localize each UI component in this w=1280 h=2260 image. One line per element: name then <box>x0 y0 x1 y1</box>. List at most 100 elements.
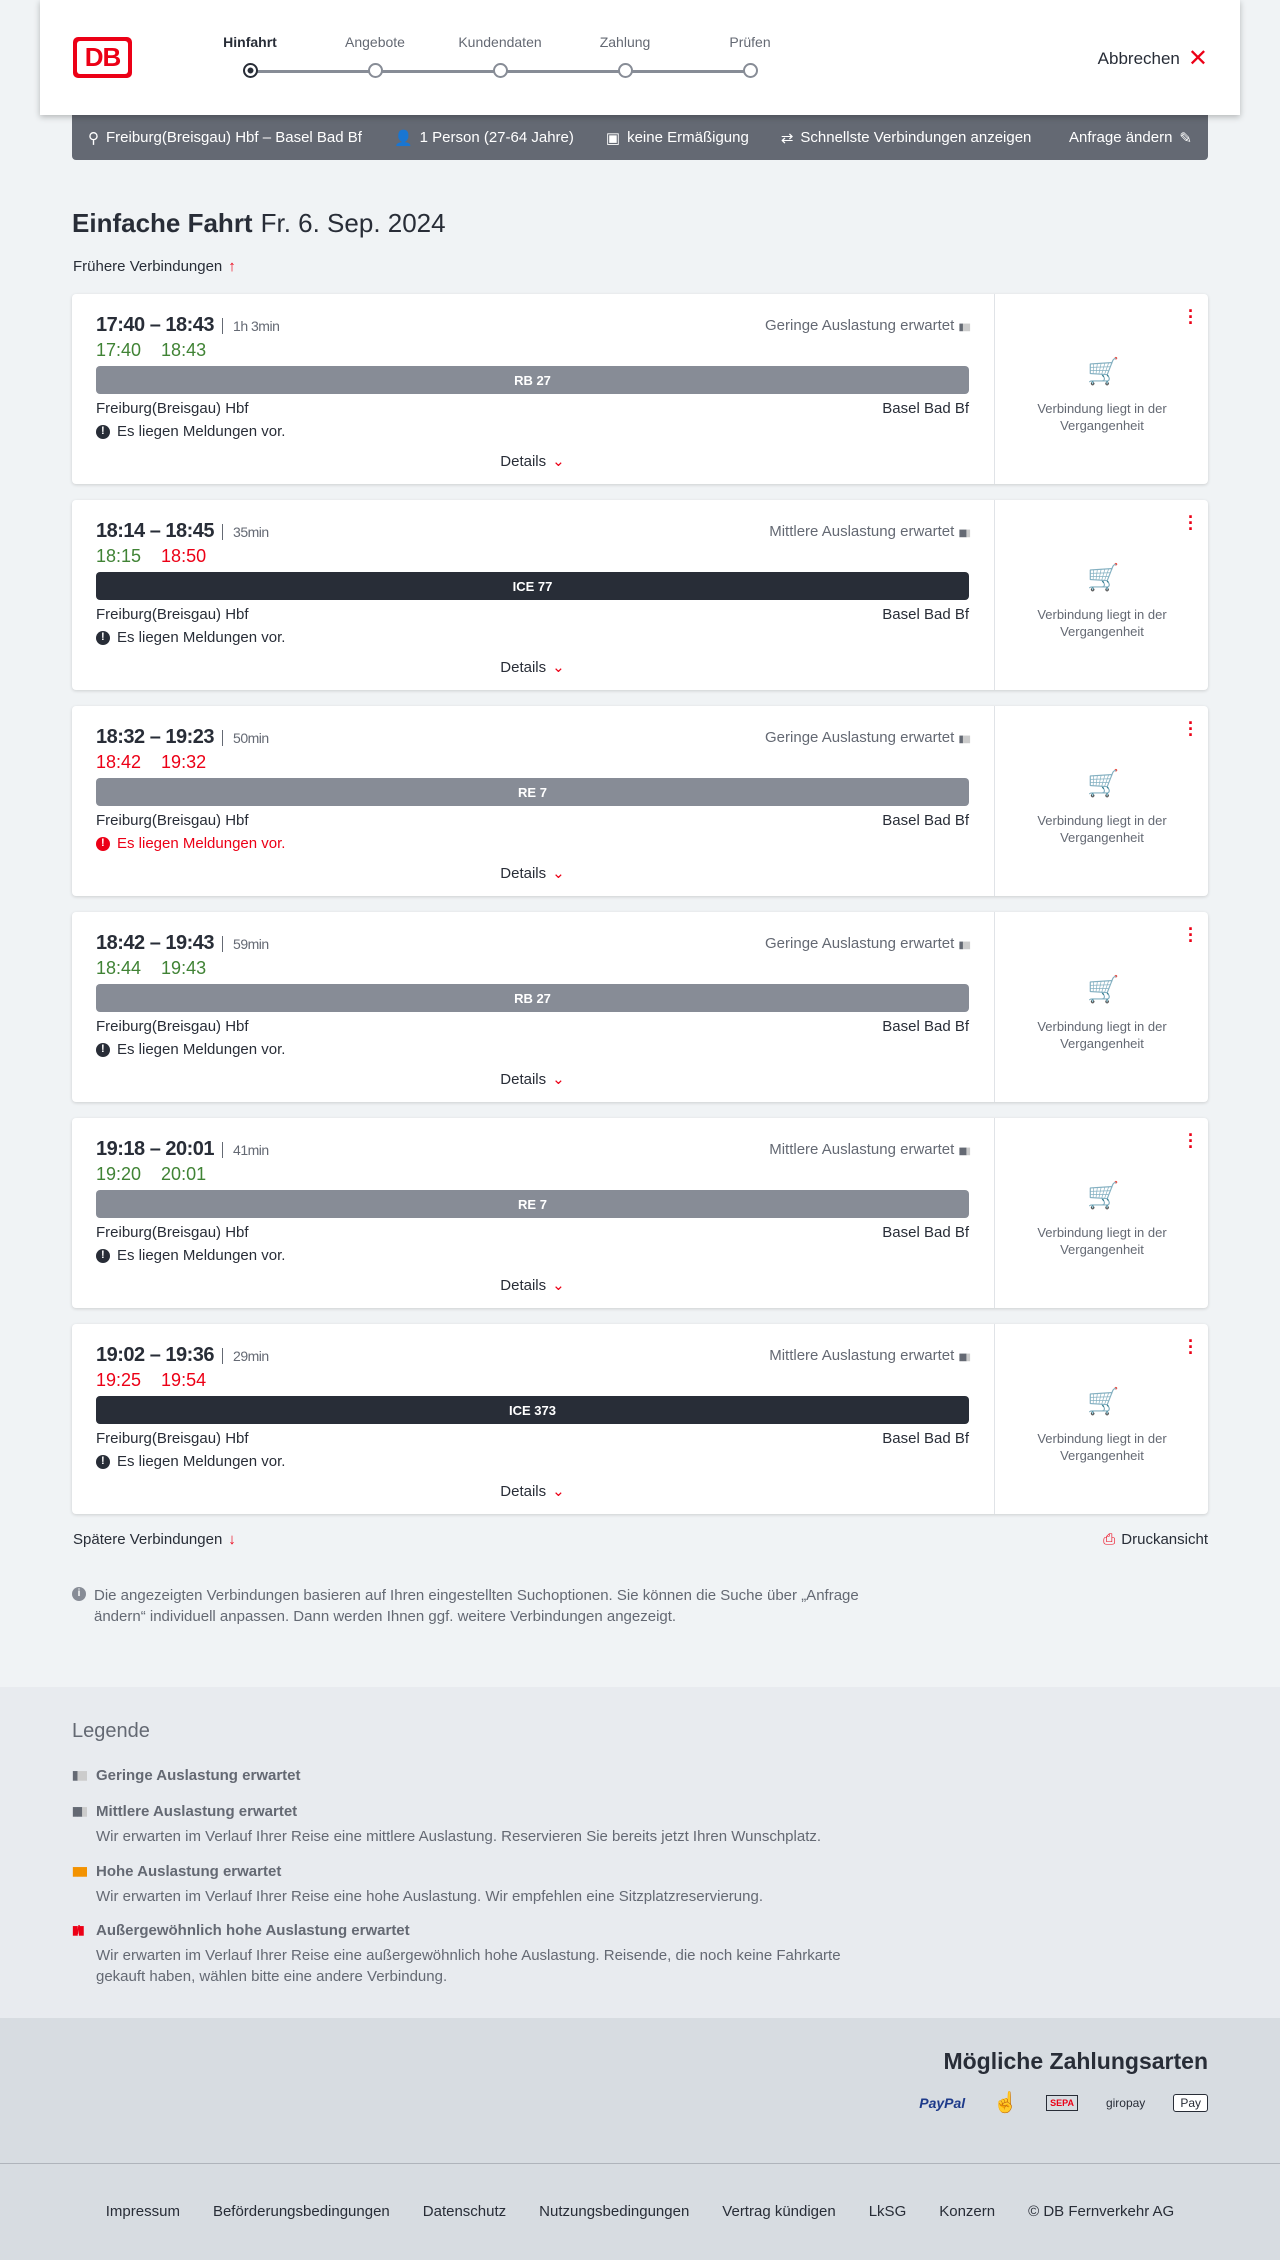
booking-panel: · · · 🛒 Verbindung liegt in der Vergangenh… <box>994 912 1208 1102</box>
more-options-icon[interactable]: · · · <box>1188 1125 1194 1157</box>
details-toggle[interactable]: Details ⌄ <box>500 865 565 882</box>
booking-panel: · · · 🛒 Verbindung liegt in der Vergangenh… <box>994 1118 1208 1308</box>
footer-link-lksg[interactable]: LkSG <box>868 2203 907 2220</box>
scheduled-times: 18:42 – 19:43 59min <box>96 932 269 954</box>
alert-icon <box>96 836 110 851</box>
connection-main: 18:32 – 19:23 50min Geringe Auslastung er… <box>96 706 971 896</box>
chevron-down-icon: ⌄ <box>552 1483 565 1500</box>
footer-link-konzern[interactable]: Konzern <box>939 2203 996 2220</box>
legend-item-exceptional: ▮/▮ Außergewöhnlich hohe Auslastung erwar… <box>72 1922 841 1985</box>
connection-main: 19:18 – 20:01 41min Mittlere Auslastung e… <box>96 1118 971 1308</box>
connection-card[interactable]: 18:32 – 19:23 50min Geringe Auslastung er… <box>72 706 1208 896</box>
connection-card[interactable]: 19:18 – 20:01 41min Mittlere Auslastung e… <box>72 1118 1208 1308</box>
person-icon: 👤 <box>393 129 413 147</box>
realtime-times: 18:42 19:32 <box>96 752 226 773</box>
legend-item-low: ▮▮▮ Geringe Auslastung erwartet <box>72 1767 301 1784</box>
chevron-down-icon: ⌄ <box>552 1071 565 1088</box>
train-segment-bar[interactable]: RE 7 <box>96 1190 969 1218</box>
legend-item-medium: ▮▮▮ Mittlere Auslastung erwartet Wir erwar… <box>72 1803 822 1845</box>
footer-link-datenschutz[interactable]: Datenschutz <box>422 2203 507 2220</box>
messages-notice: Es liegen Meldungen vor. <box>96 629 285 646</box>
footer-link-befoerderungsbedingungen[interactable]: Beförderungsbedingungen <box>212 2203 390 2220</box>
past-connection-notice: Verbindung liegt in der Vergangenheit <box>1037 1019 1167 1051</box>
train-segment-bar[interactable]: RB 27 <box>96 984 969 1012</box>
destination-station: Basel Bad Bf <box>882 1224 969 1241</box>
occupancy-icon: ▮▮▮ <box>958 1146 970 1157</box>
more-options-icon[interactable]: · · · <box>1188 1331 1194 1363</box>
edit-request-button[interactable]: Anfrage ändern ✎ <box>1069 129 1192 147</box>
occupancy-low-icon: ▮▮▮ <box>72 1768 88 1782</box>
occupancy-info: Geringe Auslastung erwartet ▮▮▮ <box>765 729 971 746</box>
train-segment-bar[interactable]: ICE 373 <box>96 1396 969 1424</box>
duration: 1h 3min <box>222 318 280 334</box>
booking-panel: · · · 🛒 Verbindung liegt in der Vergangenh… <box>994 500 1208 690</box>
earlier-connections-link[interactable]: Frühere Verbindungen ↑ <box>73 258 236 275</box>
connection-card[interactable]: 19:02 – 19:36 29min Mittlere Auslastung e… <box>72 1324 1208 1514</box>
occupancy-exceptional-icon: ▮/▮ <box>72 1923 84 1937</box>
train-segment-bar[interactable]: RB 27 <box>96 366 969 394</box>
step-kundendaten: Kundendaten <box>440 34 560 78</box>
later-connections-link[interactable]: Spätere Verbindungen ↓ <box>73 1531 236 1548</box>
origin-station: Freiburg(Breisgau) Hbf <box>96 606 249 623</box>
scheduled-times: 18:14 – 18:45 35min <box>96 520 269 542</box>
messages-notice: Es liegen Meldungen vor. <box>96 423 285 440</box>
connection-main: 18:42 – 19:43 59min Geringe Auslastung er… <box>96 912 971 1102</box>
booking-panel: · · · 🛒 Verbindung liegt in der Vergangenh… <box>994 1324 1208 1514</box>
discount-summary: ▣ keine Ermäßigung <box>605 129 749 147</box>
printer-icon: ⎙ <box>1103 1531 1116 1548</box>
cart-unavailable-icon: 🛒 <box>1087 356 1120 386</box>
details-toggle[interactable]: Details ⌄ <box>500 1277 565 1294</box>
footer-link-impressum[interactable]: Impressum <box>105 2203 180 2220</box>
more-options-icon[interactable]: · · · <box>1188 713 1194 745</box>
step-dot <box>742 63 758 78</box>
more-options-icon[interactable]: · · · <box>1188 919 1194 951</box>
fastest-connections-toggle[interactable]: ⇄ Schnellste Verbindungen anzeigen <box>780 129 1032 147</box>
past-connection-notice: Verbindung liegt in der Vergangenheit <box>1037 1431 1167 1463</box>
connection-main: 18:14 – 18:45 35min Mittlere Auslastung e… <box>96 500 971 690</box>
paypal-logo: PayPal <box>919 2094 966 2111</box>
scheduled-times: 17:40 – 18:43 1h 3min <box>96 314 280 336</box>
connection-card[interactable]: 17:40 – 18:43 1h 3min Geringe Auslastung … <box>72 294 1208 484</box>
realtime-times: 17:40 18:43 <box>96 340 226 361</box>
details-toggle[interactable]: Details ⌄ <box>500 453 565 470</box>
messages-notice: Es liegen Meldungen vor. <box>96 1041 285 1058</box>
step-hinfahrt[interactable]: Hinfahrt <box>190 34 310 78</box>
occupancy-icon: ▮▮▮ <box>958 1352 970 1363</box>
details-toggle[interactable]: Details ⌄ <box>500 659 565 676</box>
chevron-down-icon: ⌄ <box>552 453 565 470</box>
messages-notice: Es liegen Meldungen vor. <box>96 835 285 852</box>
print-view-link[interactable]: ⎙ Druckansicht <box>1103 1531 1208 1548</box>
connection-card[interactable]: 18:14 – 18:45 35min Mittlere Auslastung e… <box>72 500 1208 690</box>
header: DB Hinfahrt Angebote Kundendaten Zahlung… <box>40 0 1240 115</box>
realtime-times: 18:15 18:50 <box>96 546 226 567</box>
page-title: Einfache Fahrt Fr. 6. Sep. 2024 <box>72 208 446 238</box>
footer-link-nutzungsbedingungen[interactable]: Nutzungsbedingungen <box>539 2203 690 2220</box>
contactless-card-icon: ☝ <box>993 2092 1019 2114</box>
alert-icon <box>96 1042 110 1057</box>
footer-link-vertrag-kuendigen[interactable]: Vertrag kündigen <box>722 2203 836 2220</box>
alert-icon <box>96 630 110 645</box>
details-toggle[interactable]: Details ⌄ <box>500 1483 565 1500</box>
alert-icon <box>96 1248 110 1263</box>
cancel-button[interactable]: Abbrechen ✕ <box>1097 45 1208 72</box>
payment-title: Mögliche Zahlungsarten <box>943 2048 1208 2074</box>
alert-icon <box>96 1454 110 1469</box>
scheduled-times: 19:02 – 19:36 29min <box>96 1344 269 1366</box>
origin-station: Freiburg(Breisgau) Hbf <box>96 1224 249 1241</box>
realtime-departure: 19:25 <box>96 1370 142 1390</box>
connection-card[interactable]: 18:42 – 19:43 59min Geringe Auslastung er… <box>72 912 1208 1102</box>
legend-section: Legende ▮▮▮ Geringe Auslastung erwartet ▮… <box>0 1687 1280 2018</box>
realtime-departure: 19:20 <box>96 1164 142 1184</box>
db-logo[interactable]: DB <box>73 37 132 78</box>
more-options-icon[interactable]: · · · <box>1188 301 1194 333</box>
step-dot <box>492 63 508 78</box>
occupancy-icon: ▮▮▮ <box>958 734 971 745</box>
details-toggle[interactable]: Details ⌄ <box>500 1071 565 1088</box>
train-segment-bar[interactable]: ICE 77 <box>96 572 969 600</box>
close-icon: ✕ <box>1187 45 1208 72</box>
more-options-icon[interactable]: · · · <box>1188 507 1194 539</box>
origin-station: Freiburg(Breisgau) Hbf <box>96 812 249 829</box>
origin-station: Freiburg(Breisgau) Hbf <box>96 400 249 417</box>
realtime-departure: 18:42 <box>96 752 142 772</box>
train-segment-bar[interactable]: RE 7 <box>96 778 969 806</box>
